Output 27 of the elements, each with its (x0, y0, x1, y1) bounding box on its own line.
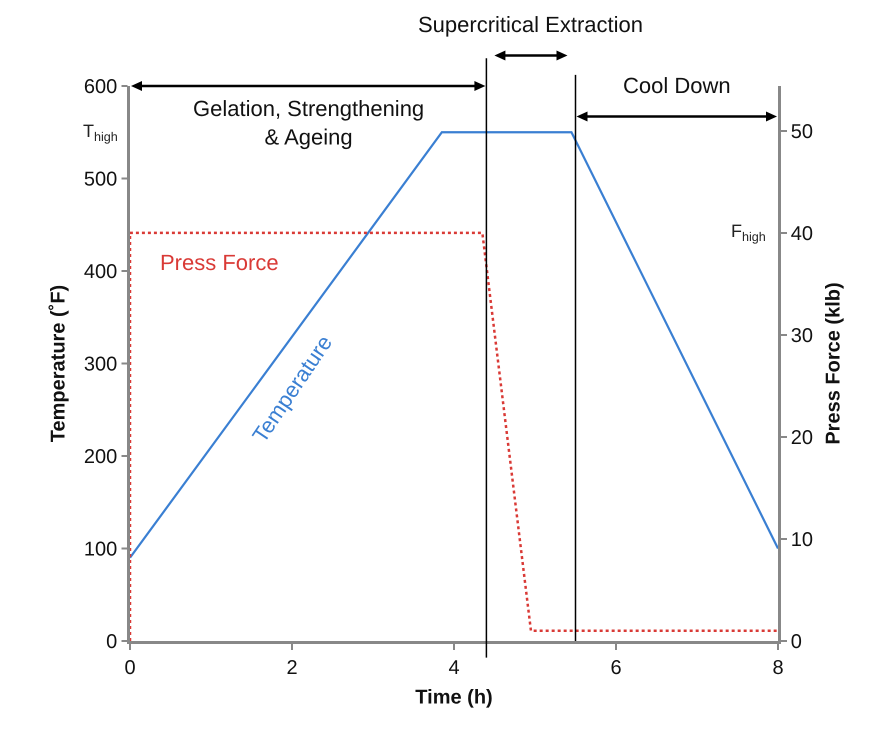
y2-axis-title: Press Force (klb) (822, 282, 844, 445)
y-tick-label: 100 (84, 538, 118, 560)
x-tick-label: 4 (448, 656, 460, 679)
x-tick-label: 2 (286, 656, 298, 679)
x-tick-label: 8 (772, 656, 784, 679)
annotation: Cool Down (623, 73, 731, 98)
annotation: Gelation, Strengthening & Ageing (193, 96, 424, 150)
y-tick-label: 400 (84, 261, 118, 283)
annotation: F$_{high}$ (731, 221, 766, 244)
y-tick-label: 0 (106, 631, 118, 653)
y2-tick-label: 50 (790, 120, 813, 143)
x-tick-label: 0 (124, 656, 136, 679)
y2-tick-label: 20 (790, 426, 813, 449)
y-tick-label: 200 (84, 446, 118, 468)
x-axis-title: Time (h) (415, 686, 493, 708)
text: T$_{high}$ (83, 121, 118, 144)
y-tick-label: 500 (84, 168, 118, 190)
series-label: Press Force (160, 250, 279, 275)
y2-tick-label: 10 (790, 528, 813, 551)
y-tick-label: 300 (84, 354, 118, 376)
y2-tick-label: 40 (790, 222, 813, 245)
y2-tick-label: 30 (790, 324, 813, 347)
y2-tick-label: 0 (790, 631, 802, 653)
text: Supercritical Extraction (418, 12, 643, 37)
y-axis-title: Temperature (˚F) (47, 284, 70, 442)
y-tick-label: 600 (84, 76, 118, 98)
x-tick-label: 6 (610, 656, 622, 679)
